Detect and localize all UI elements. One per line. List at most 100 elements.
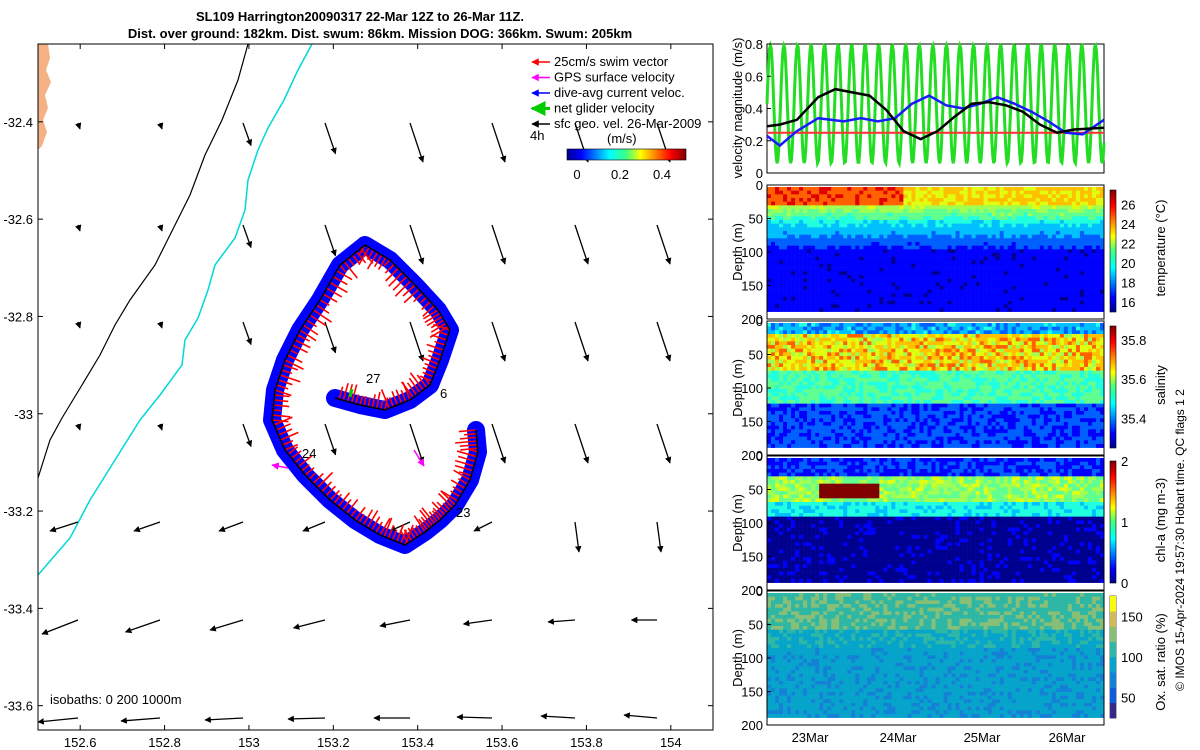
section-cell [851, 278, 856, 283]
section-cell [815, 377, 820, 382]
section-cell [867, 352, 872, 357]
section-cell [931, 307, 936, 312]
series-gps-surface-velocity [765, 40, 1106, 169]
section-cell [811, 399, 816, 404]
section-cell [851, 216, 856, 221]
section-cell [847, 271, 852, 276]
geostrophic-vector [389, 521, 411, 532]
swim-vector [450, 490, 461, 498]
section-cell [935, 282, 940, 287]
section-cell [855, 201, 860, 206]
series-net-glider [766, 87, 1105, 141]
section-cell [803, 241, 808, 246]
section-cell [879, 263, 884, 268]
section-cell [1047, 201, 1053, 206]
section-cell [795, 201, 800, 206]
section-cell [979, 304, 984, 309]
section-cell [811, 348, 816, 353]
section-cell [799, 187, 804, 191]
section-cell [859, 443, 864, 448]
section-cell [863, 344, 868, 349]
section-cell [947, 436, 952, 441]
section-cell [879, 198, 884, 202]
section-cell [999, 219, 1004, 224]
section-cell [915, 326, 920, 331]
section-cell [983, 296, 988, 301]
section-cell [851, 334, 856, 338]
section-cell [815, 227, 820, 232]
section-cell [967, 238, 972, 243]
section-cell [1051, 205, 1057, 210]
section-cell [903, 201, 908, 206]
geostrophic-vector [324, 423, 337, 456]
section-cell [815, 241, 820, 246]
section-cell [923, 267, 928, 272]
section-cell [839, 432, 844, 437]
section-cell [819, 285, 824, 290]
section-cell [935, 187, 940, 191]
section-cell [1059, 267, 1065, 272]
section-cell [767, 374, 772, 379]
section-cell [779, 227, 784, 232]
section-cell [991, 190, 996, 195]
section-cell [1015, 282, 1021, 287]
section-cell [955, 278, 960, 283]
section-cell [899, 230, 904, 235]
section-cell [887, 443, 892, 448]
section-cell [827, 216, 832, 221]
section-cell [867, 425, 872, 430]
section-cell [811, 366, 816, 371]
section-cell [1059, 187, 1065, 191]
section-cell [931, 289, 936, 294]
section-cell [811, 238, 816, 243]
section-cell [903, 370, 908, 375]
section-cell [887, 285, 892, 290]
section-cell [907, 293, 912, 298]
section-cell [867, 436, 872, 441]
section-cell [943, 374, 948, 379]
section-cell [795, 230, 800, 235]
section-cell [799, 418, 804, 423]
section-cell [791, 201, 796, 206]
section-cell [951, 392, 956, 397]
section-cell [947, 443, 952, 448]
section-cell [947, 418, 952, 423]
section-cell [1043, 252, 1049, 257]
section-cell [803, 227, 808, 232]
section-cell [895, 194, 900, 199]
section-cell [771, 396, 776, 401]
section-cell [783, 245, 788, 250]
section-cell [951, 208, 956, 213]
section-cell [879, 388, 884, 393]
section-cell [855, 307, 860, 312]
section-cell [1055, 300, 1061, 305]
section-cell [767, 396, 772, 401]
map-y-tick-label: -32.4 [3, 115, 33, 130]
section-cell [1035, 212, 1041, 217]
section-cell [1059, 201, 1065, 206]
section-cell [895, 230, 900, 235]
section-cell [767, 418, 772, 423]
section-cell [851, 381, 856, 386]
section-cell [775, 296, 780, 301]
section-cell [787, 205, 792, 210]
section-cell [879, 289, 884, 294]
section-cell [795, 392, 800, 397]
section-cell [891, 307, 896, 312]
section-cell [851, 201, 856, 206]
swim-vector [430, 319, 445, 329]
section-cell [859, 330, 864, 335]
swim-vector [384, 397, 389, 411]
section-cell [867, 429, 872, 434]
section-cell [851, 256, 856, 261]
section-cell [891, 252, 896, 257]
section-cell [951, 443, 956, 448]
section-cell [1027, 260, 1033, 265]
section-cell [779, 337, 784, 342]
section-cell [783, 278, 788, 283]
section-cell [771, 234, 776, 239]
section-cell [803, 267, 808, 272]
section-cell [995, 227, 1000, 232]
section-cell [811, 249, 816, 254]
section-cell [891, 392, 896, 397]
